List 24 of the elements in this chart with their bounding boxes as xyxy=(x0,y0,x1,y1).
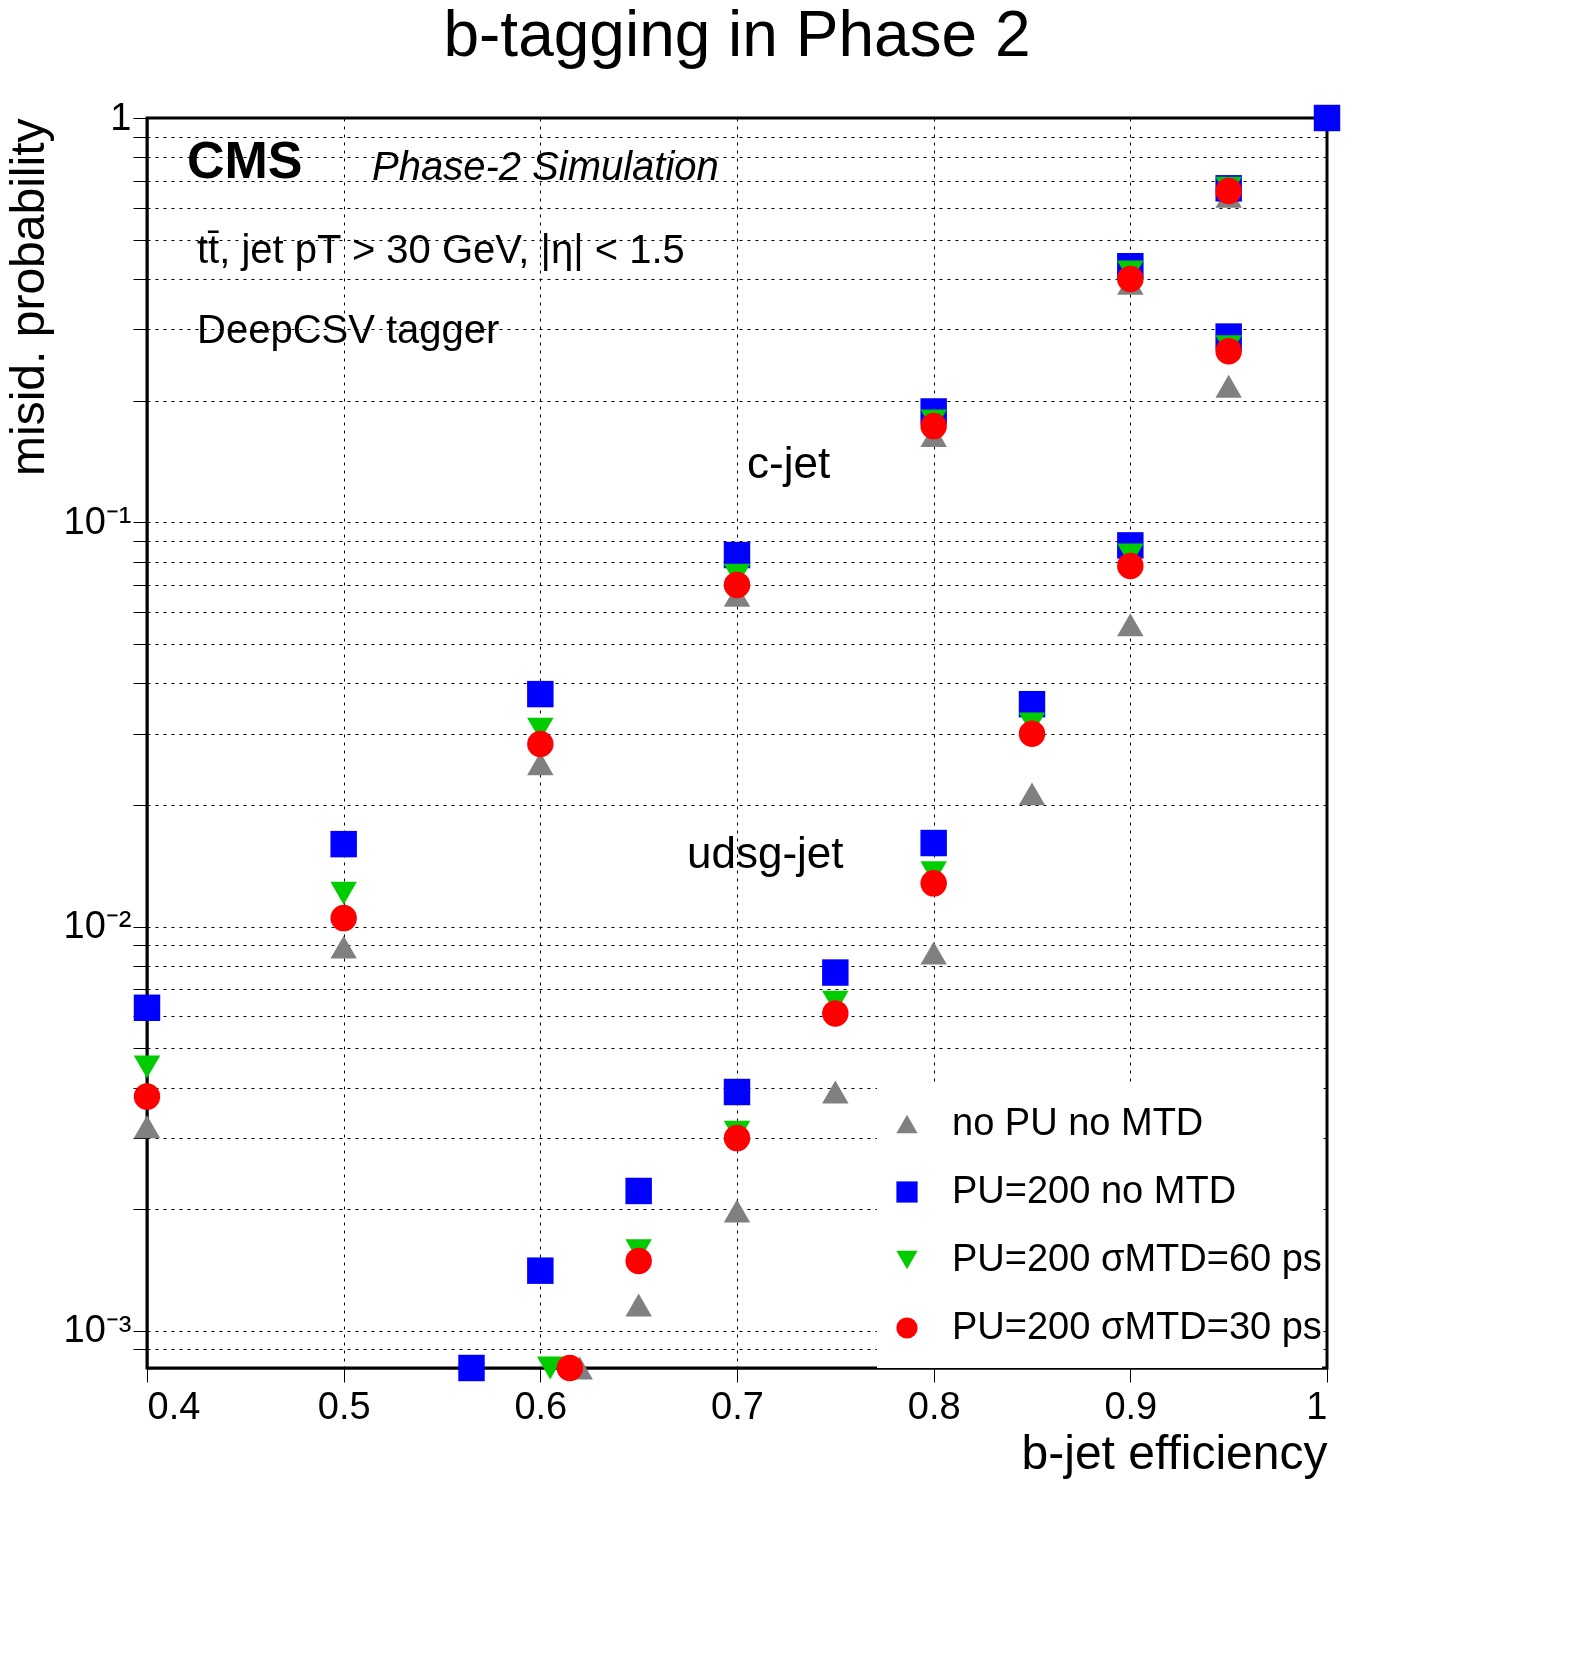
annotation: DeepCSV tagger xyxy=(197,307,500,351)
y-tick-label: 10⁻² xyxy=(63,904,132,947)
legend-label: PU=200 no MTD xyxy=(952,1169,1237,1211)
legend-label: PU=200 σMTD=30 ps xyxy=(952,1305,1322,1347)
x-tick-label: 0.7 xyxy=(711,1384,764,1427)
x-tick-label: 0.8 xyxy=(907,1384,961,1427)
annotation: CMS xyxy=(187,131,303,189)
y-tick-label: 10⁻³ xyxy=(63,1308,132,1351)
annotation: tt̄, jet pT > 30 GeV, |η| < 1.5 xyxy=(197,227,685,271)
annotation: Phase-2 Simulation xyxy=(372,144,719,188)
legend-label: PU=200 σMTD=60 ps xyxy=(952,1237,1322,1279)
y-tick-label: 1 xyxy=(110,95,132,138)
chart-title: b-tagging in Phase 2 xyxy=(443,0,1031,70)
x-tick-label: 0.4 xyxy=(147,1384,201,1427)
y-tick-label: 10⁻¹ xyxy=(63,499,132,542)
x-tick-label: 0.6 xyxy=(514,1384,568,1427)
annotation: c-jet xyxy=(747,438,831,487)
x-axis-title: b-jet efficiency xyxy=(1021,1425,1328,1479)
x-tick-label: 1 xyxy=(1306,1384,1328,1427)
annotation: udsg-jet xyxy=(687,828,844,877)
legend-label: no PU no MTD xyxy=(952,1101,1204,1143)
x-tick-label: 0.5 xyxy=(317,1384,371,1427)
x-tick-label: 0.9 xyxy=(1104,1384,1158,1427)
y-axis-title: misid. probability xyxy=(0,118,54,476)
